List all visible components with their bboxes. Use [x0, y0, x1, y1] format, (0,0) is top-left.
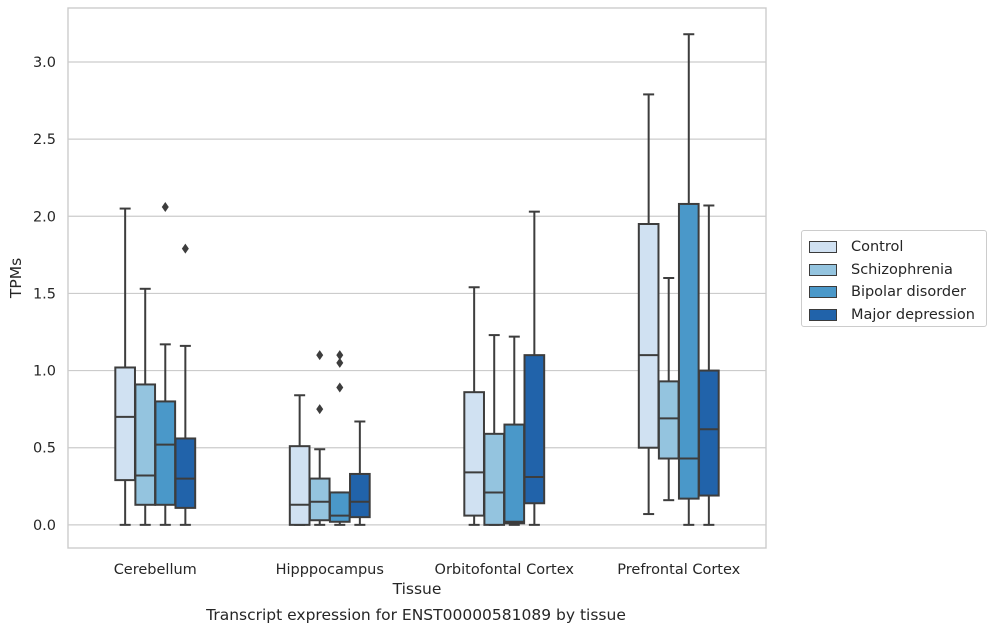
legend-item-bipolar-disorder: Bipolar disorder — [809, 281, 986, 304]
box — [483, 432, 506, 526]
x-tick-label: Hipppocampus — [276, 562, 384, 578]
box-group — [114, 207, 136, 526]
y-axis-ticks: 0.0 0.5 1.0 1.5 2.0 2.5 3.0 — [33, 55, 56, 534]
y-tick-label: 2.0 — [33, 209, 56, 225]
x-tick-label: Orbitofontal Cortex — [435, 562, 575, 578]
legend-swatch-schizophrenia — [809, 263, 837, 276]
legend-swatch-major-depression — [809, 308, 837, 321]
outlier-point — [316, 350, 324, 361]
box — [288, 445, 311, 526]
legend-label-control: Control — [851, 239, 904, 256]
box — [114, 366, 136, 482]
box-group — [677, 33, 700, 526]
box — [637, 223, 660, 449]
box-group — [328, 350, 351, 526]
outlier-point — [336, 382, 344, 393]
x-tick-label: Prefrontal Cortex — [617, 562, 740, 578]
box-group — [637, 93, 660, 516]
box-plots — [114, 33, 720, 526]
box-group — [308, 350, 331, 526]
legend-label-bipolar-disorder: Bipolar disorder — [851, 284, 966, 301]
box — [134, 383, 157, 506]
box-group — [154, 202, 177, 526]
y-tick-label: 1.5 — [33, 286, 56, 302]
box-group — [698, 204, 720, 526]
outlier-point — [316, 404, 324, 415]
legend-swatch-control — [809, 241, 837, 254]
figure-caption: Transcript expression for ENST0000058108… — [206, 606, 626, 624]
y-axis-label: TPMs — [7, 258, 25, 299]
box-group — [349, 420, 371, 526]
legend-label-schizophrenia: Schizophrenia — [851, 261, 953, 278]
box-group — [523, 210, 546, 526]
x-tick-label: Cerebellum — [114, 562, 197, 578]
box-group — [503, 335, 526, 526]
box-group — [174, 243, 197, 526]
box — [174, 437, 197, 509]
box — [463, 391, 485, 517]
y-tick-label: 2.5 — [33, 132, 56, 148]
legend-item-schizophrenia: Schizophrenia — [809, 259, 986, 282]
box-group — [134, 287, 157, 526]
legend-swatch-bipolar-disorder — [809, 286, 837, 299]
y-tick-label: 1.0 — [33, 364, 56, 380]
x-axis-label: Tissue — [392, 580, 442, 598]
plot-frame — [67, 7, 767, 549]
box — [523, 354, 546, 505]
y-tick-label: 3.0 — [33, 55, 56, 71]
box — [677, 202, 700, 500]
y-tick-label: 0.5 — [33, 441, 56, 457]
box — [154, 400, 177, 506]
box — [328, 491, 351, 523]
legend-item-major-depression: Major depression — [809, 304, 986, 327]
legend: Control Schizophrenia Bipolar disorder M… — [801, 230, 987, 327]
legend-item-control: Control — [809, 236, 986, 259]
outlier-point — [336, 357, 344, 368]
box — [698, 369, 720, 497]
outlier-point — [181, 243, 189, 254]
outlier-point — [336, 350, 344, 361]
box — [657, 380, 680, 460]
box-group — [657, 277, 680, 502]
outlier-point — [161, 202, 169, 213]
box — [503, 423, 526, 525]
legend-label-major-depression: Major depression — [851, 306, 975, 323]
x-axis-ticks: Cerebellum Hipppocampus Orbitofontal Corte… — [114, 562, 741, 578]
box — [349, 472, 371, 519]
box — [308, 477, 331, 522]
y-tick-label: 0.0 — [33, 518, 56, 534]
